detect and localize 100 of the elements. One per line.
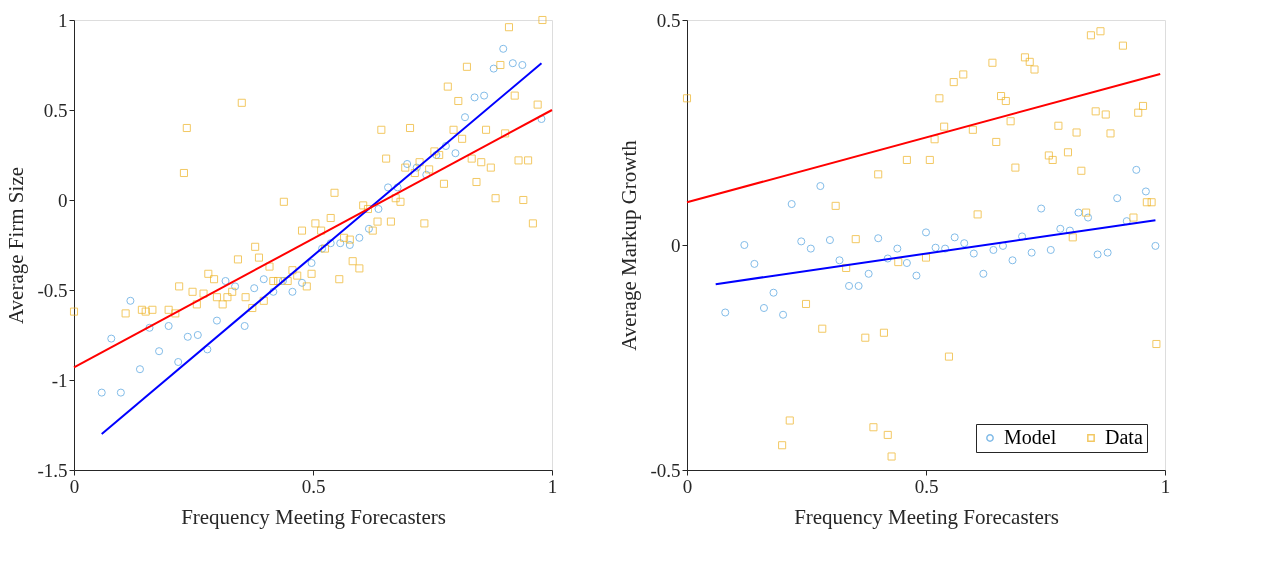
point <box>297 278 307 287</box>
point <box>355 233 364 242</box>
point <box>489 64 498 73</box>
point <box>940 122 949 131</box>
point <box>1046 245 1055 254</box>
point <box>893 244 902 253</box>
point <box>1020 53 1029 62</box>
point <box>835 256 844 265</box>
x-axis-title: Frequency Meeting Forecasters <box>794 504 1059 529</box>
point <box>989 245 998 254</box>
x-tick-label: 0.5 <box>301 475 326 497</box>
point <box>164 321 173 331</box>
point <box>1030 65 1039 74</box>
point <box>801 299 811 308</box>
point <box>1096 27 1105 36</box>
point <box>1054 121 1063 130</box>
point <box>259 275 268 284</box>
point <box>806 244 815 253</box>
point <box>212 316 221 325</box>
y-tick-label: -0.5 <box>37 279 68 301</box>
point <box>831 201 840 210</box>
point <box>451 149 460 158</box>
point <box>1141 187 1150 196</box>
point <box>116 388 125 397</box>
point <box>345 240 354 250</box>
y-tick-label: 0.5 <box>43 99 68 121</box>
point <box>851 235 860 244</box>
point <box>797 237 806 246</box>
point <box>470 93 479 102</box>
y-tick-label: -0.5 <box>650 459 681 481</box>
point <box>1103 248 1112 257</box>
point <box>925 155 934 164</box>
point <box>949 78 958 87</box>
point <box>869 423 878 432</box>
point <box>959 70 968 79</box>
point <box>1044 151 1053 160</box>
point <box>1132 165 1141 174</box>
point <box>1086 31 1095 40</box>
point <box>883 254 892 263</box>
point <box>1091 107 1100 116</box>
point <box>902 155 911 164</box>
point <box>879 328 888 337</box>
point <box>1151 241 1160 250</box>
point <box>1011 163 1020 172</box>
point <box>1129 213 1138 222</box>
y-axis-title: Average Firm Size <box>4 166 29 325</box>
point <box>107 334 116 343</box>
point <box>326 239 335 248</box>
point <box>155 347 164 356</box>
point <box>537 114 546 124</box>
point <box>874 170 883 179</box>
point <box>1093 250 1102 259</box>
point <box>912 271 921 280</box>
legend-label: Model <box>1004 426 1057 448</box>
point <box>1001 96 1010 106</box>
point <box>1138 101 1148 110</box>
point <box>126 296 135 305</box>
point <box>240 321 249 331</box>
y-tick-label: -1.5 <box>37 459 68 481</box>
point <box>403 159 412 169</box>
point <box>145 323 154 332</box>
point <box>845 281 854 290</box>
point <box>480 91 489 100</box>
point <box>288 287 297 296</box>
point <box>1077 166 1086 175</box>
point <box>785 416 794 425</box>
point <box>1106 129 1115 138</box>
point <box>1122 217 1131 226</box>
point <box>883 430 892 439</box>
x-tick-label: 1 <box>547 475 558 497</box>
point <box>422 170 431 179</box>
point <box>1082 208 1091 217</box>
point <box>740 240 749 250</box>
point <box>930 135 939 144</box>
point <box>336 239 345 248</box>
point <box>997 92 1006 101</box>
point <box>221 276 230 286</box>
point <box>1065 226 1074 235</box>
point <box>874 234 883 243</box>
point <box>193 330 202 340</box>
point <box>721 308 730 317</box>
point <box>779 310 788 319</box>
point <box>787 200 796 209</box>
point <box>364 224 373 233</box>
point <box>1063 148 1072 157</box>
point <box>1037 204 1046 213</box>
point <box>842 263 851 272</box>
point <box>1068 233 1077 242</box>
point <box>1147 198 1156 207</box>
point <box>968 125 977 134</box>
point <box>818 324 827 333</box>
point <box>97 388 106 397</box>
point <box>441 141 450 151</box>
point <box>979 269 988 278</box>
y-tick-label: 0 <box>671 234 681 256</box>
point <box>854 281 863 290</box>
point <box>682 94 692 103</box>
point <box>460 113 470 122</box>
point <box>1152 339 1161 349</box>
x-tick-label: 1 <box>1160 475 1171 497</box>
